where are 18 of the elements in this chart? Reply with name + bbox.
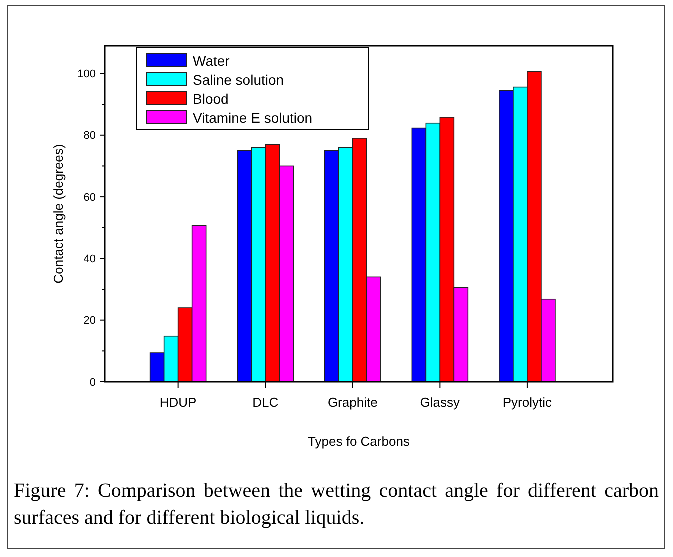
legend-label: Water (193, 52, 230, 69)
y-tick-label: 60 (84, 192, 96, 204)
x-tick-label: Glassy (420, 395, 461, 410)
legend-label: Vitamine E solution (193, 110, 313, 126)
legend-label: Blood (193, 90, 229, 107)
x-axis-title: Types fo Carbons (308, 434, 410, 449)
x-tick-label: Graphite (328, 395, 378, 410)
x-tick-label: DLC (252, 395, 279, 410)
y-tick-label: 100 (78, 68, 96, 81)
x-tick-label: Pyrolytic (502, 395, 553, 410)
y-tick-label: 40 (84, 254, 96, 266)
caption: Figure 7: Comparison between the wetting contact angle for different carbon surfaces and for different biological liquids. (14, 479, 659, 531)
y-tick-label: 20 (84, 315, 96, 328)
legend-label: Saline solution (193, 72, 284, 88)
x-tick-label: HDUP (160, 395, 197, 410)
y-tick-label: 80 (84, 130, 96, 142)
y-axis-title: Contact angle (degrees) (51, 144, 66, 284)
y-tick-label: 0 (90, 376, 96, 389)
